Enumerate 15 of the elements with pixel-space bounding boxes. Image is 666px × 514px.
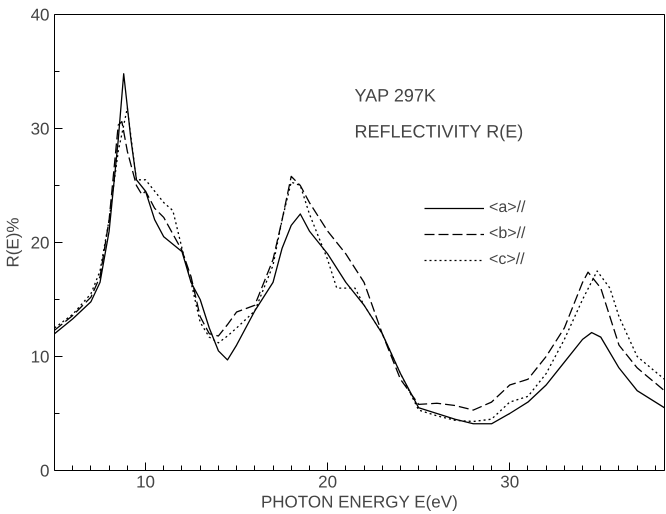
x-tick-label: 30 [500,472,520,492]
annotation: REFLECTIVITY R(E) [354,122,524,142]
x-tick-label: 10 [136,472,156,492]
x-tick-label: 20 [318,472,338,492]
y-tick-label: 30 [30,120,50,138]
legend-label: <c>// [489,251,525,269]
y-axis-title: R(E)% [4,217,23,268]
legend-label: <a>// [489,199,526,217]
y-tick-label: 20 [30,234,50,252]
legend-label: <b>// [489,225,526,243]
y-tick-label: 0 [40,462,50,480]
annotation: YAP 297K [354,86,436,106]
y-tick-label: 40 [30,6,50,24]
x-axis-title: PHOTON ENERGY E(eV) [260,492,458,512]
y-tick-label: 10 [30,348,50,366]
